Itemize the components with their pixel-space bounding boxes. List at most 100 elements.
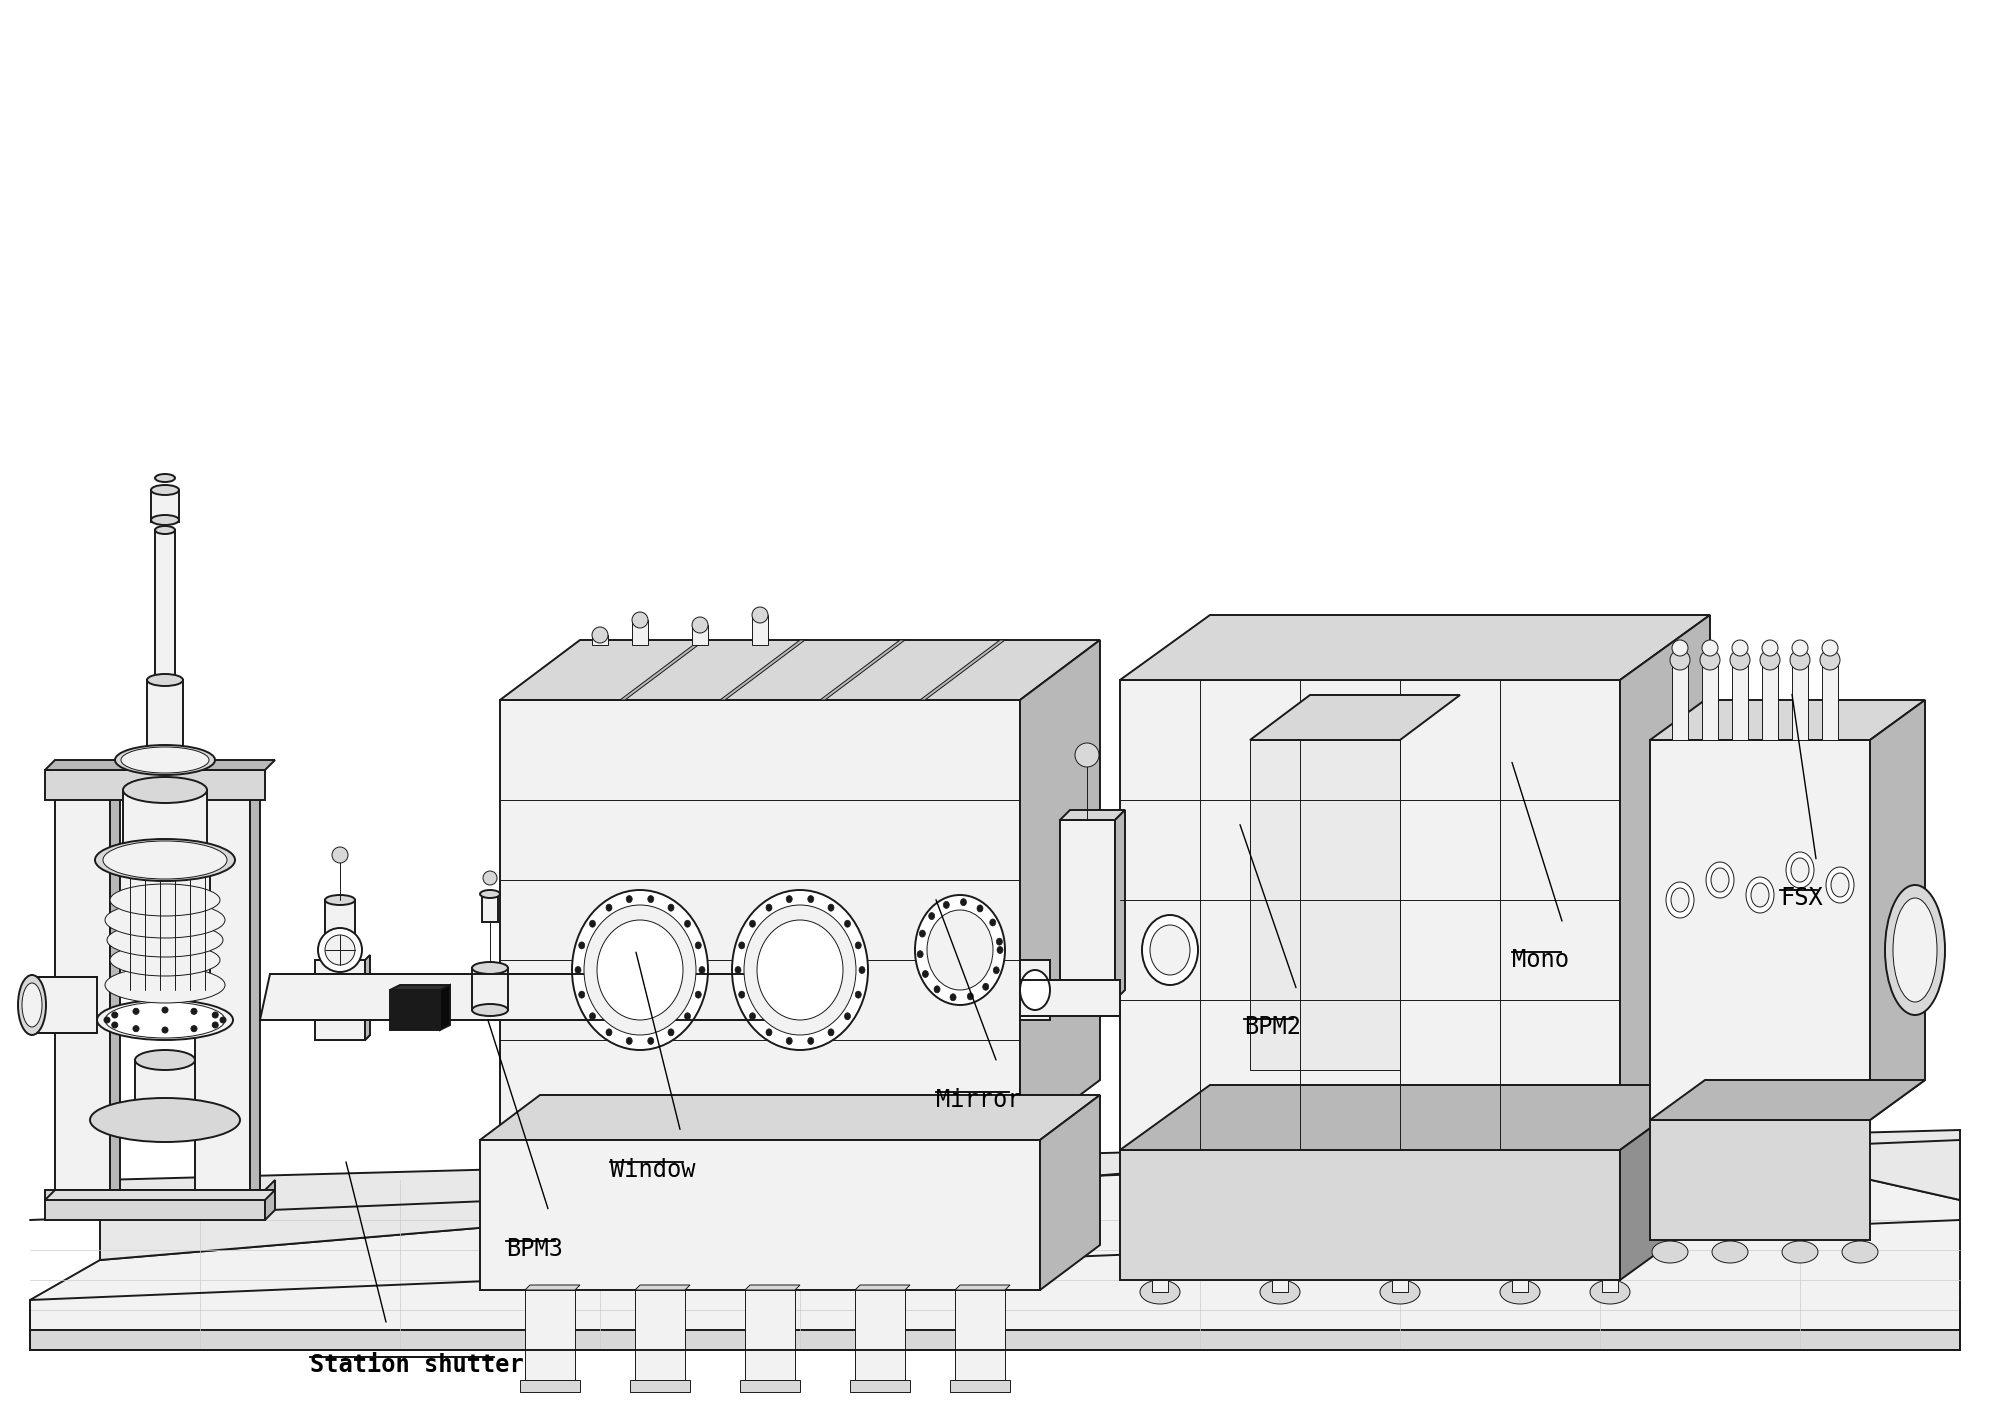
Ellipse shape [96,839,236,881]
Polygon shape [1602,1280,1618,1292]
Polygon shape [1060,811,1124,820]
Ellipse shape [110,884,220,915]
Polygon shape [740,1380,800,1391]
Ellipse shape [648,896,654,903]
Polygon shape [30,1331,1960,1350]
Polygon shape [1620,615,1710,1151]
Ellipse shape [934,986,940,993]
Ellipse shape [960,898,966,905]
Polygon shape [152,490,180,521]
Ellipse shape [750,1013,756,1020]
Polygon shape [136,1060,196,1119]
Polygon shape [630,1380,690,1391]
Ellipse shape [736,966,740,973]
Ellipse shape [1752,883,1770,907]
Ellipse shape [684,1013,690,1020]
Ellipse shape [750,920,756,927]
Ellipse shape [1792,859,1808,881]
Ellipse shape [994,966,1000,973]
Ellipse shape [1822,640,1838,656]
Polygon shape [316,1034,370,1040]
Text: BPM3: BPM3 [506,1237,564,1261]
Polygon shape [524,1289,576,1380]
Ellipse shape [596,920,684,1020]
Polygon shape [480,1141,1040,1289]
Ellipse shape [1792,640,1808,656]
Polygon shape [316,959,364,1040]
Polygon shape [1650,740,1870,1119]
Ellipse shape [648,1037,654,1044]
Ellipse shape [96,1000,232,1040]
Ellipse shape [1670,650,1690,670]
Polygon shape [1120,1085,1710,1151]
Polygon shape [1116,811,1124,1000]
Ellipse shape [132,1026,140,1032]
Ellipse shape [696,990,702,998]
Polygon shape [1822,660,1838,740]
Ellipse shape [990,920,996,925]
Ellipse shape [752,606,768,623]
Ellipse shape [1892,898,1936,1002]
Ellipse shape [18,975,46,1034]
Ellipse shape [112,1022,118,1027]
Ellipse shape [632,612,648,628]
Polygon shape [1650,1080,1924,1119]
Ellipse shape [1730,650,1750,670]
Ellipse shape [124,777,208,803]
Ellipse shape [212,1022,218,1027]
Ellipse shape [590,1013,596,1020]
Ellipse shape [1672,640,1688,656]
Text: FSX: FSX [1780,886,1822,910]
Polygon shape [720,640,804,700]
Ellipse shape [592,626,608,643]
Polygon shape [264,1180,276,1220]
Ellipse shape [192,1026,196,1032]
Ellipse shape [1820,650,1840,670]
Polygon shape [636,1289,684,1380]
Polygon shape [500,640,1100,700]
Polygon shape [390,985,450,990]
Ellipse shape [968,993,974,1000]
Polygon shape [1650,700,1924,740]
Ellipse shape [744,905,856,1034]
Ellipse shape [786,896,792,903]
Ellipse shape [828,1029,834,1036]
Ellipse shape [324,896,356,905]
Polygon shape [1020,959,1050,1020]
Polygon shape [636,1285,690,1289]
Polygon shape [752,615,768,645]
Ellipse shape [1076,743,1100,767]
Polygon shape [1152,1280,1168,1292]
Polygon shape [250,769,260,1195]
Polygon shape [1250,694,1460,740]
Ellipse shape [1826,867,1854,903]
Ellipse shape [212,1012,218,1017]
Polygon shape [1272,1280,1288,1292]
Ellipse shape [738,990,744,998]
Ellipse shape [732,890,868,1050]
Ellipse shape [220,1017,226,1023]
Ellipse shape [916,896,1006,1005]
Ellipse shape [808,1037,814,1044]
Ellipse shape [156,526,176,534]
Ellipse shape [22,983,42,1027]
Ellipse shape [1762,640,1778,656]
Ellipse shape [162,1027,168,1033]
Text: BPM2: BPM2 [1244,1015,1300,1039]
Polygon shape [920,640,1006,700]
Polygon shape [44,760,276,769]
Ellipse shape [110,944,220,976]
Polygon shape [1732,660,1748,740]
Polygon shape [1512,1280,1528,1292]
Polygon shape [56,769,120,779]
Ellipse shape [578,942,584,949]
Ellipse shape [1732,640,1748,656]
Ellipse shape [156,475,176,482]
Ellipse shape [606,1029,612,1036]
Ellipse shape [1760,650,1780,670]
Ellipse shape [700,966,704,973]
Polygon shape [124,791,208,860]
Ellipse shape [104,903,224,938]
Polygon shape [1120,680,1620,1151]
Ellipse shape [1500,1280,1540,1304]
